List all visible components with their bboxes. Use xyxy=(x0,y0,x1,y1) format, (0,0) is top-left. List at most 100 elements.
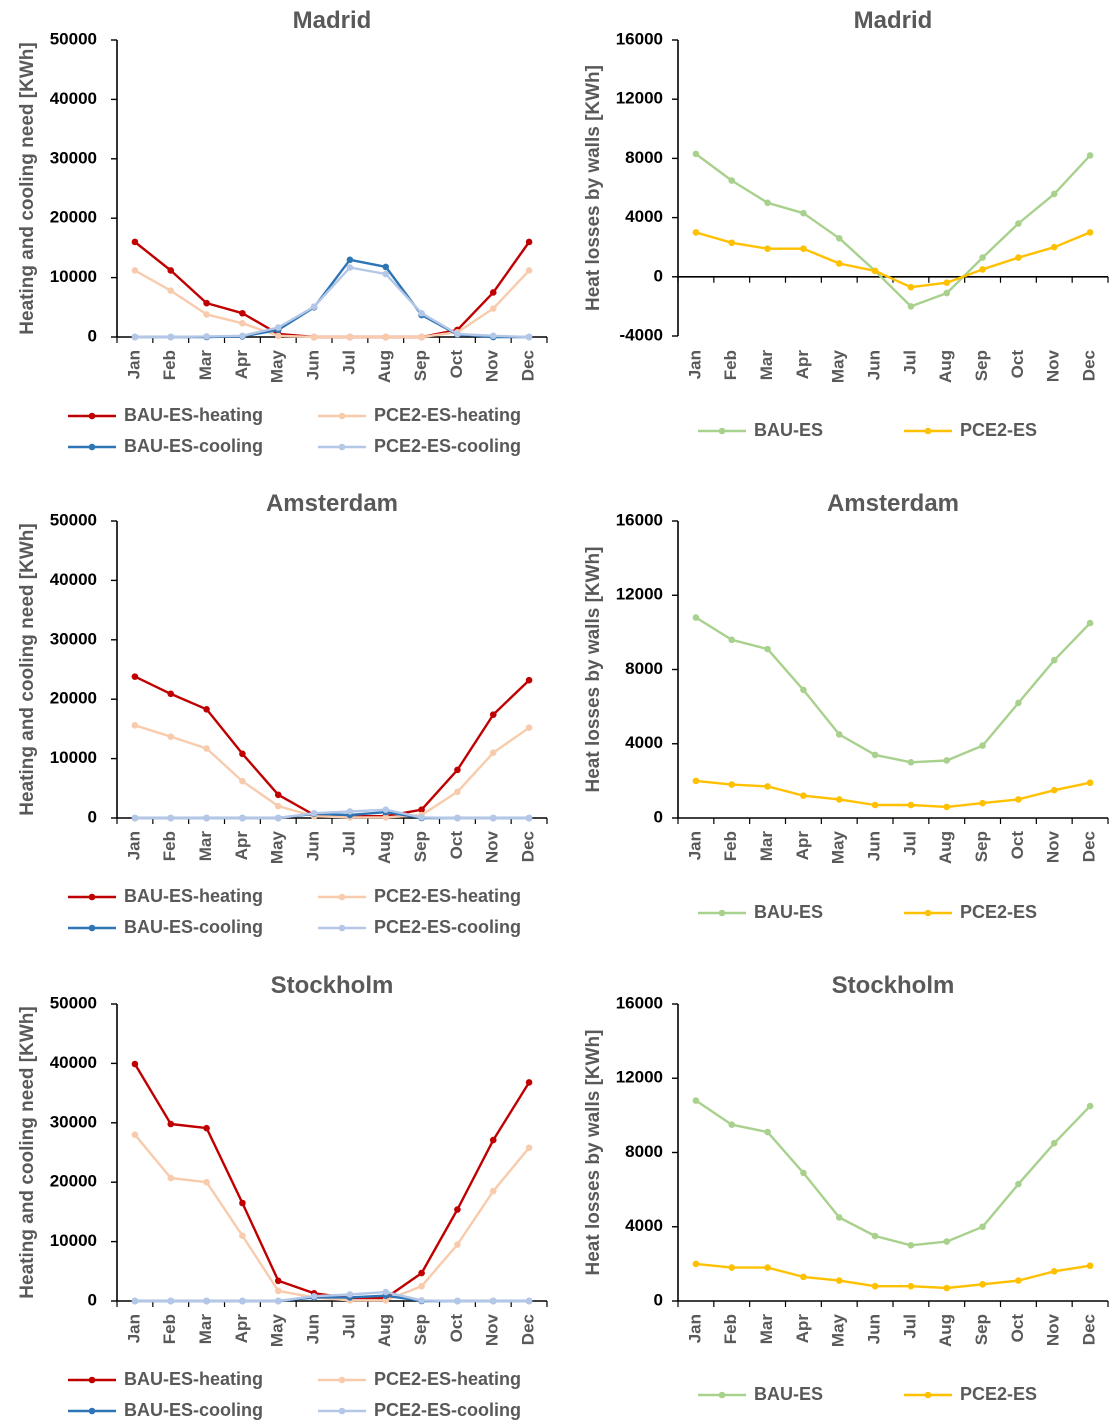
y-tick-label: 30000 xyxy=(50,1112,97,1131)
y-tick-label: 10000 xyxy=(50,1231,97,1250)
chart-title: Madrid xyxy=(854,7,933,34)
x-tick-label-jan: Jan xyxy=(124,1314,143,1343)
data-point-pce2-es xyxy=(1050,243,1058,251)
data-point-bau-es-heating xyxy=(454,1206,461,1213)
data-point-bau-es xyxy=(979,1223,986,1231)
legend-label: BAU-ES xyxy=(754,902,823,922)
data-point-bau-es xyxy=(979,254,986,261)
x-tick-label-dec: Dec xyxy=(519,1314,538,1345)
data-point-bau-es-cooling xyxy=(346,256,354,264)
legend-label: PCE2-ES xyxy=(960,420,1037,440)
x-tick-label-dec: Dec xyxy=(1080,831,1099,862)
data-point-pce2-es-cooling xyxy=(274,814,282,822)
x-tick-label-apr: Apr xyxy=(793,831,812,861)
chart-title: Amsterdam xyxy=(266,490,398,517)
data-point-pce2-es xyxy=(1086,779,1094,787)
data-point-bau-es-heating xyxy=(489,1136,497,1144)
data-point-pce2-es xyxy=(1015,254,1022,261)
data-point-pce2-es-heating xyxy=(489,1187,497,1195)
chart-panel-1: Madrid Heating and cooling need [KWh] 0 100… xyxy=(17,7,548,456)
data-point-pce2-es xyxy=(764,783,771,790)
x-tick-label-apr: Apr xyxy=(793,1314,812,1344)
x-tick-label-mar: Mar xyxy=(757,831,776,862)
legend-label: PCE2-ES xyxy=(960,1384,1037,1404)
legend: BAU-ES-heating PCE2-ES-heating BAU-ES-cool… xyxy=(68,886,521,937)
data-point-pce2-es-cooling xyxy=(203,814,210,822)
legend-label: PCE2-ES-cooling xyxy=(374,1400,521,1420)
x-tick-label-jun: Jun xyxy=(865,1314,884,1344)
data-point-bau-es xyxy=(1086,1102,1094,1110)
legend-marker xyxy=(924,909,932,917)
data-point-bau-es xyxy=(692,150,700,158)
legend: BAU-ES PCE2-ES xyxy=(698,1384,1037,1404)
x-tick-label-mar: Mar xyxy=(757,1314,776,1345)
series-line-pce2-es xyxy=(695,1262,1091,1290)
data-point-pce2-es-cooling xyxy=(346,1291,354,1298)
data-point-pce2-es xyxy=(1086,1262,1094,1270)
data-point-pce2-es-cooling xyxy=(418,814,425,821)
x-tick-label-jan: Jan xyxy=(124,831,143,860)
legend-marker xyxy=(338,1407,346,1415)
data-point-pce2-es-heating xyxy=(167,1174,175,1182)
data-point-pce2-es xyxy=(1050,786,1058,794)
data-point-bau-es xyxy=(907,1242,915,1249)
data-point-pce2-es xyxy=(728,239,736,247)
y-tick-label: 8000 xyxy=(625,1142,663,1161)
y-axis-label: Heating and cooling need [KWh] xyxy=(17,523,38,815)
y-tick-label: 8000 xyxy=(625,659,663,678)
data-point-pce2-es-cooling xyxy=(239,332,246,340)
legend-label: PCE2-ES-cooling xyxy=(374,917,521,937)
data-point-pce2-es-cooling xyxy=(382,1288,390,1296)
data-point-bau-es xyxy=(835,731,843,738)
y-tick-label: 20000 xyxy=(50,689,97,708)
data-point-pce2-es-heating xyxy=(382,1297,390,1304)
data-point-pce2-es-cooling xyxy=(489,814,497,822)
data-point-bau-es xyxy=(692,1097,700,1104)
data-point-bau-es xyxy=(943,1238,951,1245)
x-tick-label-sep: Sep xyxy=(972,831,991,862)
data-point-pce2-es-heating xyxy=(382,814,390,821)
x-tick-label-may: May xyxy=(829,830,848,864)
y-tick-label: 4000 xyxy=(625,733,663,752)
data-point-pce2-es-cooling xyxy=(418,309,425,317)
legend-label: BAU-ES xyxy=(754,1384,823,1404)
data-point-bau-es xyxy=(764,1128,771,1136)
data-point-pce2-es xyxy=(764,1264,771,1271)
data-point-pce2-es-cooling xyxy=(203,1297,210,1305)
data-point-pce2-es-heating xyxy=(239,777,246,785)
y-tick-label: 0 xyxy=(88,1290,97,1309)
series-line-bau-es-cooling xyxy=(134,258,530,339)
data-point-pce2-es-cooling xyxy=(489,1297,497,1305)
legend-marker xyxy=(88,893,96,901)
x-tick-label-jul: Jul xyxy=(339,1314,358,1339)
data-point-bau-es-heating xyxy=(167,690,175,698)
data-point-bau-es xyxy=(764,645,771,653)
data-point-pce2-es xyxy=(835,796,843,803)
data-point-pce2-es-cooling xyxy=(382,270,390,278)
x-tick-label-nov: Nov xyxy=(1044,349,1063,382)
data-point-pce2-es-heating xyxy=(418,333,425,341)
data-point-pce2-es-cooling xyxy=(454,814,461,822)
chart-title: Stockholm xyxy=(271,972,394,999)
data-point-pce2-es-cooling xyxy=(274,1297,282,1305)
series-line-pce2-es-cooling xyxy=(134,266,530,339)
y-tick-label: 10000 xyxy=(50,267,97,286)
data-point-pce2-es-heating xyxy=(131,267,139,274)
y-tick-label: 12000 xyxy=(616,585,663,604)
legend-label: PCE2-ES xyxy=(960,902,1037,922)
data-point-bau-es xyxy=(800,1169,807,1177)
y-tick-label: 50000 xyxy=(50,993,97,1012)
data-point-pce2-es-cooling xyxy=(525,1297,533,1305)
x-tick-label-mar: Mar xyxy=(757,350,776,381)
data-point-bau-es xyxy=(1015,1180,1022,1188)
data-point-pce2-es-cooling xyxy=(203,333,210,340)
series-line-pce2-es-cooling xyxy=(134,1290,530,1303)
y-tick-label: 16000 xyxy=(616,29,663,48)
chart-panel-5: Stockholm Heating and cooling need [KWh] 0… xyxy=(17,972,548,1420)
series-line-bau-es xyxy=(695,616,1091,764)
data-point-bau-es-heating xyxy=(418,1269,425,1277)
chart-title: Stockholm xyxy=(832,972,955,999)
series-line-bau-es xyxy=(695,153,1091,308)
data-point-bau-es-heating xyxy=(454,766,461,774)
data-point-pce2-es-cooling xyxy=(274,324,282,331)
